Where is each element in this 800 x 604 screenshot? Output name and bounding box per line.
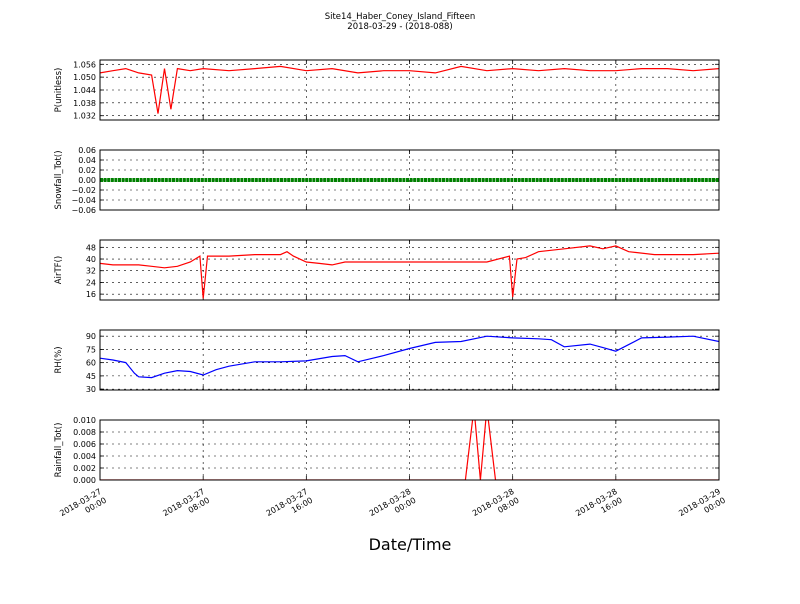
y-axis-label: RH(%) [54, 346, 64, 373]
axes-frame [99, 239, 720, 301]
axes-frame [99, 329, 720, 391]
y-tick-label: −0.04 [71, 196, 96, 205]
chart-title: Site14_Haber_Coney_Island_Fifteen [325, 12, 476, 22]
axes-frame [99, 59, 720, 121]
series-line [100, 65, 719, 114]
panel-3: 48 40 32 24 16 AirTF() [54, 239, 720, 301]
y-tick-label: 0.02 [78, 166, 96, 175]
y-tick-label: 0.00 [78, 176, 96, 185]
y-tick-label: 1.038 [73, 99, 96, 108]
y-tick-label: 48 [86, 243, 96, 252]
y-axis-label: AirTF() [54, 256, 64, 284]
panel-1: 1.056 1.050 1.044 1.038 1.032 P(unitless) [54, 59, 720, 121]
y-tick-label: 1.056 [73, 60, 96, 69]
x-axis-label: Date/Time [369, 535, 452, 554]
series-line [100, 245, 719, 299]
x-tick-label: 2018-03-2708:00 [161, 487, 211, 527]
y-tick-label: 32 [86, 267, 96, 276]
x-tick-label: 2018-03-2816:00 [574, 487, 624, 527]
y-tick-label: 0.06 [78, 146, 96, 155]
y-axis-label: P(unitless) [54, 68, 64, 113]
y-tick-label: 40 [86, 255, 96, 264]
axes-frame [99, 419, 720, 481]
axes-frame [99, 149, 720, 211]
x-tick-label: 2018-03-2900:00 [677, 487, 727, 527]
y-tick-label: 90 [86, 332, 96, 341]
y-tick-label: −0.02 [71, 186, 96, 195]
y-tick-label: 30 [86, 385, 96, 394]
y-tick-label: −0.06 [71, 206, 96, 215]
y-tick-label: 0.000 [73, 476, 96, 485]
panel-4: 90 75 60 45 30 RH(%) [54, 329, 720, 394]
y-tick-label: 45 [86, 372, 96, 381]
y-tick-label: 75 [86, 345, 96, 354]
y-tick-label: 1.032 [73, 112, 96, 121]
y-tick-label: 0.04 [78, 156, 96, 165]
y-tick-label: 0.010 [73, 416, 96, 425]
y-tick-label: 16 [86, 290, 96, 299]
chart-subtitle: 2018-03-29 - (2018-088) [347, 22, 452, 32]
panel-2: 0.060.040.020.00−0.02−0.04−0.06 Snowfall_… [54, 146, 720, 215]
y-tick-label: 0.008 [73, 428, 96, 437]
y-axis-label: Snowfall_Tot() [54, 150, 64, 209]
x-tick-labels: 2018-03-2700:00 2018-03-2708:00 2018-03-27… [58, 487, 727, 527]
x-tick-label: 2018-03-2700:00 [58, 487, 108, 527]
x-tick-label: 2018-03-2716:00 [265, 487, 315, 527]
y-tick-label: 1.050 [73, 73, 96, 82]
y-tick-label: 0.006 [73, 440, 96, 449]
x-tick-label: 2018-03-2800:00 [368, 487, 418, 527]
y-tick-label: 0.002 [73, 464, 96, 473]
y-axis-label: Rainfall_Tot() [54, 423, 64, 478]
y-tick-label: 60 [86, 359, 96, 368]
series-line [100, 335, 719, 379]
y-tick-label: 0.004 [73, 452, 96, 461]
series-group [100, 335, 719, 379]
panel-5: 0.010 0.008 0.006 0.004 0.002 0.000 Rainfall_T… [54, 416, 720, 485]
y-tick-label: 1.044 [73, 86, 96, 95]
y-tick-label: 24 [86, 278, 96, 287]
series-group [100, 245, 719, 299]
series-group [100, 65, 719, 114]
x-tick-label: 2018-03-2808:00 [471, 487, 521, 527]
